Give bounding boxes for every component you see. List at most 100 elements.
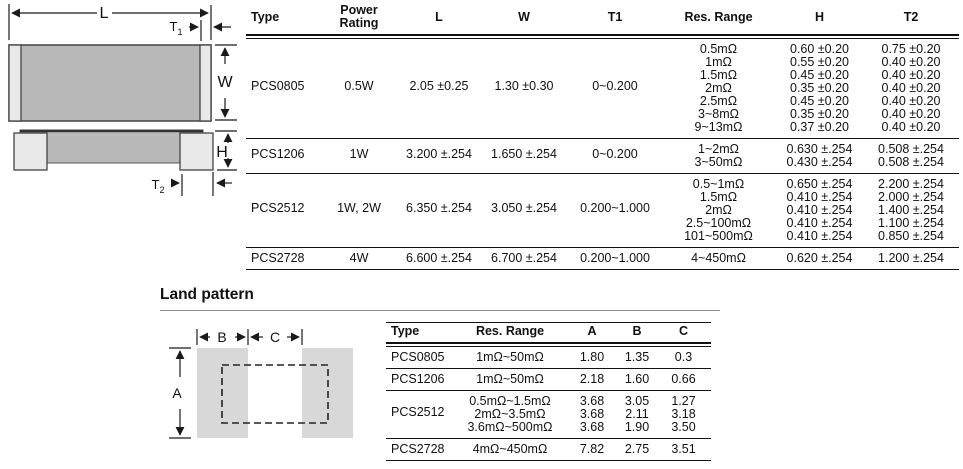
land-pattern-heading: Land pattern (160, 286, 720, 311)
table-row: PCS2512 1W, 2W 6.350 ±.254 3.050 ±.254 0… (246, 174, 959, 248)
land-group-pcs1206: PCS1206 1mΩ~50mΩ 2.18 1.60 0.66 (386, 369, 711, 391)
land-group-pcs0805: PCS0805 1mΩ~50mΩ 1.80 1.35 0.3 (386, 347, 711, 369)
res-cell: 4~450mΩ (661, 248, 776, 270)
a-cell: 2.18 (566, 369, 618, 391)
t2-dimension: T2 (152, 172, 232, 196)
h-cell: 0.35 ±0.20 (790, 107, 849, 121)
b-label: B (217, 329, 226, 345)
table-row: 3~50mΩ 0.430 ±.254 0.508 ±.254 (246, 156, 959, 174)
res-cell: 1.5mΩ (699, 190, 738, 204)
h-cell: 0.650 ±.254 (786, 177, 853, 191)
c-cell: 0.66 (656, 369, 711, 391)
type-cell: PCS2728 (246, 248, 319, 270)
table-row: 2mΩ 0.410 ±.254 1.400 ±.254 (246, 204, 959, 217)
l-cell: 6.600 ±.254 (399, 248, 479, 270)
b-cell: 1.60 (618, 369, 656, 391)
top-view (8, 44, 212, 122)
res-cell: 2mΩ (705, 203, 732, 217)
c-dimension: C (250, 329, 303, 345)
power-cell: 1W, 2W (319, 174, 399, 248)
table-row: 3~8mΩ 0.35 ±0.20 0.40 ±0.20 (246, 108, 959, 121)
col-header-a: A (566, 323, 618, 344)
h-label: H (216, 144, 228, 161)
b-cell: 1.90 (618, 421, 656, 439)
end-cap-right (199, 44, 212, 122)
a-label: A (172, 385, 182, 401)
t2-cell: 1.100 ±.254 (878, 216, 944, 230)
b-cell: 1.35 (618, 347, 656, 369)
col-header-type: Type (246, 2, 319, 36)
terminal-left (13, 132, 48, 171)
type-cell: PCS2512 (386, 391, 454, 439)
h-cell: 0.55 ±0.20 (790, 55, 849, 69)
w-cell: 1.650 ±.254 (479, 139, 569, 174)
table-row: 1.5mΩ 0.45 ±0.20 0.40 ±0.20 (246, 69, 959, 82)
col-header-res-range: Res. Range (454, 323, 566, 344)
t2-cell: 0.40 ±0.20 (881, 94, 941, 108)
w-cell: 1.30 ±0.30 (479, 39, 569, 139)
h-cell: 0.35 ±0.20 (790, 81, 849, 95)
table-row: 2.5mΩ 0.45 ±0.20 0.40 ±0.20 (246, 95, 959, 108)
table-row: 101~500mΩ 0.410 ±.254 0.850 ±.254 (246, 230, 959, 248)
col-header-t1: T1 (569, 2, 661, 36)
power-cell: 1W (319, 139, 399, 174)
resistor-body-side-view (19, 129, 204, 164)
dimensions-table-header: Type Power Rating L W T1 Res. Range H T2 (246, 2, 959, 36)
h-cell: 0.410 ±.254 (786, 216, 853, 230)
res-cell: 0.5mΩ~1.5mΩ (469, 394, 551, 408)
res-cell: 2.5~100mΩ (685, 216, 752, 230)
power-cell: 0.5W (319, 39, 399, 139)
a-cell: 1.80 (566, 347, 618, 369)
t1-cell: 0~0.200 (569, 39, 661, 139)
type-cell: PCS0805 (246, 39, 319, 139)
c-cell: 3.51 (656, 439, 711, 461)
res-cell: 4mΩ~450mΩ (454, 439, 566, 461)
table-row: PCS2728 4mΩ~450mΩ 7.82 2.75 3.51 (386, 439, 711, 461)
h-cell: 0.37 ±0.20 (776, 121, 863, 139)
col-header-h: H (776, 2, 863, 36)
table-row: PCS2728 4W 6.600 ±.254 6.700 ±.254 0.200… (246, 248, 959, 270)
col-header-power: Power Rating (319, 2, 399, 36)
col-header-w: W (479, 2, 569, 36)
a-cell: 3.68 (579, 394, 605, 408)
col-header-l: L (399, 2, 479, 36)
h-cell: 0.60 ±0.20 (790, 42, 849, 56)
res-cell: 101~500mΩ (661, 230, 776, 248)
table-row: 9~13mΩ 0.37 ±0.20 0.40 ±0.20 (246, 121, 959, 139)
c-label: C (270, 329, 280, 345)
land-group-pcs2728: PCS2728 4mΩ~450mΩ 7.82 2.75 3.51 (386, 439, 711, 461)
resistor-body-top-view (8, 44, 212, 122)
h-cell: 0.620 ±.254 (776, 248, 863, 270)
t2-cell: 1.400 ±.254 (878, 203, 944, 217)
t2-cell: 0.40 ±0.20 (881, 68, 941, 82)
a-dimension: A (169, 347, 191, 439)
res-cell: 2.5mΩ (699, 94, 738, 108)
land-pads (197, 348, 353, 438)
res-cell: 9~13mΩ (661, 121, 776, 139)
t2-label: T2 (152, 177, 165, 195)
l-cell: 3.200 ±.254 (399, 139, 479, 174)
b-cell: 2.75 (618, 439, 656, 461)
dimensions-table: Type Power Rating L W T1 Res. Range H T2… (246, 2, 959, 270)
l-cell: 2.05 ±0.25 (399, 39, 479, 139)
type-cell: PCS2512 (246, 174, 319, 248)
t2-cell: 1.200 ±.254 (863, 248, 959, 270)
terminal-right (179, 132, 214, 171)
table-row: PCS1206 1W 3.200 ±.254 1.650 ±.254 0~0.2… (246, 139, 959, 174)
type-cell: PCS0805 (386, 347, 454, 369)
h-cell: 0.45 ±0.20 (790, 68, 849, 82)
res-cell: 3.6mΩ~500mΩ (454, 421, 566, 439)
land-pattern-table: Type Res. Range A B C PCS0805 1mΩ~50mΩ 1… (386, 322, 711, 461)
res-cell: 2mΩ~3.5mΩ (474, 407, 546, 421)
a-cell: 3.68 (566, 421, 618, 439)
c-cell: 3.50 (656, 421, 711, 439)
res-cell: 2mΩ (705, 81, 732, 95)
t2-cell: 2.200 ±.254 (878, 177, 944, 191)
res-cell: 0.5mΩ (699, 42, 738, 56)
res-cell: 0.5~1mΩ (692, 177, 745, 191)
table-row: PCS0805 1mΩ~50mΩ 1.80 1.35 0.3 (386, 347, 711, 369)
t2-cell: 0.508 ±.254 (878, 142, 944, 156)
t2-cell: 0.40 ±0.20 (881, 81, 941, 95)
t2-cell: 0.40 ±0.20 (863, 121, 959, 139)
